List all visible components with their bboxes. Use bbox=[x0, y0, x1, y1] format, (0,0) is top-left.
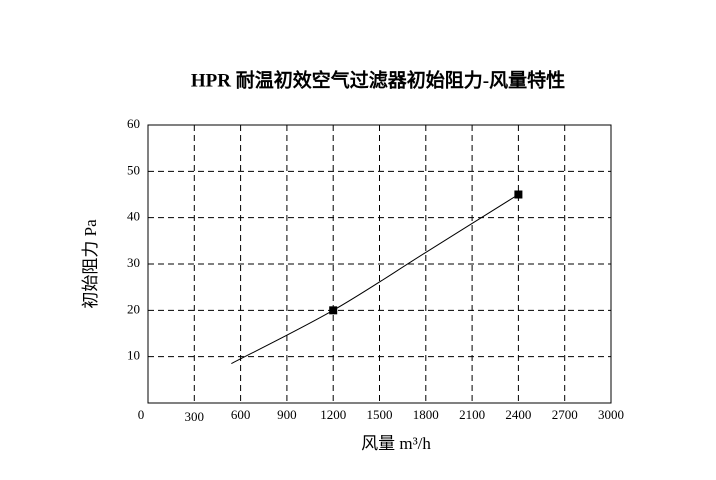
x-tick-label: 2700 bbox=[552, 407, 578, 422]
x-tick-label: 1200 bbox=[320, 407, 346, 422]
y-tick-label: 30 bbox=[127, 255, 140, 270]
data-marker bbox=[329, 306, 338, 315]
y-tick-label: 40 bbox=[127, 209, 140, 224]
chart-title: HPR 耐温初效空气过滤器初始阻力-风量特性 bbox=[191, 68, 565, 91]
x-axis-label: 风量 m³/h bbox=[361, 434, 431, 453]
y-tick-label: 10 bbox=[127, 348, 140, 363]
data-marker bbox=[514, 190, 523, 199]
x-tick-label: 1800 bbox=[413, 407, 439, 422]
x-tick-label: 3000 bbox=[598, 407, 624, 422]
x-tick-label: 1500 bbox=[367, 407, 393, 422]
y-tick-label: 50 bbox=[127, 162, 140, 177]
x-tick-label: 600 bbox=[231, 407, 251, 422]
x-tick-label: 900 bbox=[277, 407, 297, 422]
y-axis-label: 初始阻力 Pa bbox=[81, 219, 100, 309]
data-line bbox=[231, 194, 519, 365]
y-tick-label: 20 bbox=[127, 301, 140, 316]
x-tick-label: 0 bbox=[138, 407, 145, 422]
x-tick-label: 2100 bbox=[459, 407, 485, 422]
x-tick-label: 2400 bbox=[505, 407, 531, 422]
x-tick-label: 300 bbox=[185, 409, 205, 424]
plot-frame bbox=[147, 124, 612, 404]
y-tick-label: 60 bbox=[127, 116, 140, 131]
